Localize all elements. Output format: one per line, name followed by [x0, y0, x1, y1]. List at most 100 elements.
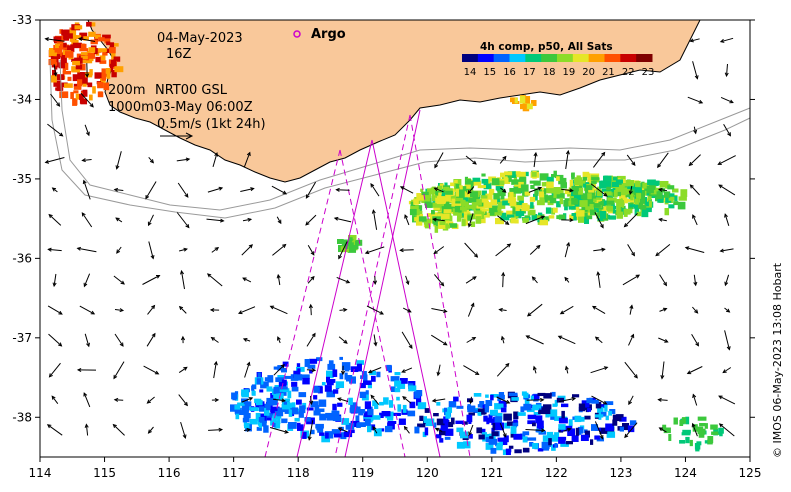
sst-pixel — [596, 197, 603, 205]
date-label: 04-May-2023 — [157, 31, 243, 46]
current-arrow — [685, 247, 705, 253]
current-arrow-head — [214, 152, 219, 157]
current-arrow-head — [694, 309, 699, 314]
sst-pixel — [264, 408, 270, 416]
sst-pixel — [451, 198, 456, 207]
current-arrow-head — [693, 281, 698, 287]
current-arrow-head — [147, 429, 152, 434]
lat-tick-label: -38 — [12, 410, 32, 424]
current-arrow-head — [246, 361, 251, 366]
sst-pixel — [273, 386, 282, 395]
sst-pixel — [668, 434, 672, 442]
sst-pixel — [110, 59, 117, 67]
current-arrow-head — [81, 212, 86, 217]
sst-pixel — [356, 360, 365, 365]
current-arrow — [497, 215, 509, 225]
sst-pixel — [73, 83, 80, 88]
sst-pixel — [605, 415, 609, 421]
current-arrow-head — [77, 37, 83, 41]
current-arrow — [659, 308, 667, 312]
sst-pixel — [441, 206, 446, 212]
sst-pixel — [619, 416, 627, 422]
sst-pixel — [674, 196, 678, 202]
sst-pixel — [468, 416, 472, 425]
sst-pixel — [62, 33, 70, 41]
sst-pixel — [480, 195, 488, 199]
sst-pixel — [564, 198, 571, 202]
hour-label: 16Z — [166, 47, 192, 62]
sst-pixel — [279, 387, 287, 392]
sst-pixel — [102, 50, 108, 56]
current-arrow — [334, 217, 352, 223]
sst-pixel — [491, 178, 500, 186]
sst-pixel — [578, 187, 584, 195]
colorbar-label: 17 — [523, 67, 536, 78]
sst-pixel — [553, 187, 561, 195]
current-arrow — [629, 305, 633, 315]
sst-pixel — [541, 182, 550, 187]
current-arrow — [115, 217, 123, 223]
sst-pixel — [456, 405, 464, 409]
current-arrow — [181, 270, 185, 290]
current-arrow-head — [58, 342, 63, 347]
sst-pixel — [644, 207, 652, 213]
sst-pixel — [436, 418, 445, 426]
sst-pixel — [355, 415, 360, 422]
sst-pixel — [497, 189, 506, 197]
sst-pixel — [367, 408, 374, 416]
current-arrow — [433, 246, 445, 254]
sst-pixel — [504, 171, 513, 176]
current-arrow-head — [623, 223, 629, 228]
sst-pixel — [274, 411, 284, 417]
current-arrow-head — [402, 395, 407, 401]
sst-pixel — [532, 422, 536, 427]
sst-pixel — [62, 65, 66, 72]
current-arrow — [366, 305, 384, 315]
sst-pixel — [456, 190, 465, 198]
current-arrow — [624, 213, 638, 227]
sst-pixel — [434, 225, 439, 233]
sst-pixel — [545, 444, 551, 448]
lat-axis: -33 -34 -35 -36 -37 -38 — [12, 13, 755, 424]
sst-pixel — [669, 193, 675, 197]
sst-pixel — [319, 413, 327, 421]
sst-pixel — [453, 188, 457, 192]
sst-pixel — [417, 423, 426, 428]
sst-pixel — [718, 427, 724, 434]
sst-pixel — [50, 56, 59, 62]
sst-pixel — [256, 378, 262, 385]
current-arrow-head — [569, 217, 574, 223]
sst-pixel — [609, 409, 616, 414]
sst-pixel — [665, 197, 672, 203]
current-arrow — [148, 214, 154, 226]
sst-pixel — [72, 74, 82, 82]
current-arrow — [241, 244, 253, 256]
current-arrow-head — [537, 186, 543, 191]
lon-tick-label: 121 — [480, 466, 503, 480]
current-arrow-head — [180, 269, 185, 275]
current-arrow-head — [248, 244, 253, 249]
sst-pixel — [398, 418, 406, 425]
current-arrow-head — [718, 184, 723, 189]
sst-pixel — [495, 218, 504, 225]
sst-pixel — [647, 192, 652, 201]
sst-pixel — [64, 83, 73, 88]
sst-pixel — [579, 416, 585, 422]
current-arrow-head — [663, 281, 667, 287]
current-arrow — [213, 361, 217, 379]
sst-pixel — [94, 34, 101, 39]
sst-pixel — [518, 171, 526, 179]
current-arrow-head — [691, 422, 696, 428]
sst-pixel — [539, 187, 545, 193]
sst-patches — [48, 21, 724, 456]
sst-pixel — [619, 426, 625, 432]
sst-pixel — [259, 406, 265, 412]
sst-pixel — [421, 191, 429, 196]
sst-pixel — [587, 173, 591, 181]
sst-pixel — [524, 191, 531, 196]
sst-pixel — [520, 406, 525, 413]
current-arrow — [401, 331, 413, 349]
sst-pixel — [508, 392, 518, 397]
colorbar-swatch — [604, 54, 621, 62]
sst-pixel — [554, 399, 558, 406]
